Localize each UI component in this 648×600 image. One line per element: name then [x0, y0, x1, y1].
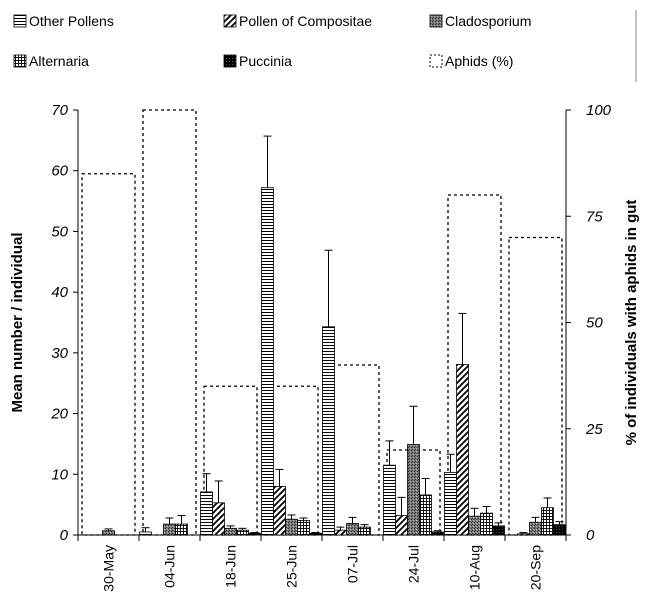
bar-pollen-of-compositae-10-aug [456, 363, 469, 536]
bar-cladosporium-20-sep [529, 521, 542, 536]
bar-other-pollens-10-aug [444, 472, 457, 536]
bar-alternaria-18-jun [236, 529, 249, 536]
bar-cladosporium-24-jul [407, 444, 420, 536]
bar-alternaria-20-sep [541, 507, 554, 536]
x-tick-label: 04-Jun [162, 545, 178, 588]
bar-puccinia-25-jun [309, 532, 322, 536]
bar-other-pollens-07-jul [322, 326, 335, 536]
bar-alternaria-24-jul [419, 494, 432, 536]
legend-label-alternaria: Alternaria [29, 53, 89, 69]
y-tick-label: 30 [51, 345, 68, 362]
bar-alternaria-04-jun [175, 523, 188, 536]
bar-pollen-of-compositae-25-jun [273, 486, 286, 536]
x-tick-label: 20-Sep [528, 545, 544, 590]
legend-label-aphids: Aphids (%) [445, 53, 513, 69]
x-tick-label: 24-Jul [406, 545, 422, 583]
y2-tick-label: 0 [586, 527, 595, 544]
x-tick-label: 30-May [101, 545, 117, 592]
legend-label-pollen-of-compositae: Pollen of Compositae [239, 13, 372, 29]
bar-other-pollens-04-jun [139, 531, 152, 536]
y-tick-label: 0 [60, 527, 69, 544]
legend-label-other-pollens: Other Pollens [29, 13, 114, 29]
legend-swatch-other-pollens [13, 14, 27, 28]
bar-other-pollens-24-jul [383, 464, 396, 536]
bars [81, 109, 566, 536]
bar-other-pollens-25-jun [261, 187, 274, 536]
x-tick-label: 25-Jun [284, 545, 300, 588]
bar-pollen-of-compositae-24-jul [395, 515, 408, 536]
y-tick-label: 20 [50, 406, 68, 423]
bar-alternaria-25-jun [297, 520, 310, 536]
bar-aphids-04-jun [142, 109, 197, 536]
bar-aphids-20-sep [508, 236, 563, 536]
bar-cladosporium-07-jul [346, 523, 359, 536]
bar-other-pollens-18-jun [200, 491, 213, 536]
bar-alternaria-10-aug [480, 512, 493, 536]
bar-puccinia-24-jul [431, 531, 444, 536]
x-tick-label: 18-Jun [223, 545, 239, 588]
x-tick-label: 07-Jul [345, 545, 361, 583]
legend: Other Pollens Pollen of Compositae Cladosp… [13, 10, 637, 82]
y2-tick-label: 50 [586, 315, 603, 332]
bar-cladosporium-30-may [102, 530, 115, 536]
y-tick-label: 40 [51, 284, 68, 301]
x-tick-label: 10-Aug [467, 545, 483, 590]
bar-alternaria-07-jul [358, 526, 371, 536]
legend-label-cladosporium: Cladosporium [445, 13, 531, 29]
y2-axis-title: % of individuals with aphids in gut [623, 200, 640, 446]
legend-label-puccinia: Puccinia [239, 53, 292, 69]
bar-puccinia-18-jun [248, 532, 261, 536]
y-tick-label: 50 [51, 223, 68, 240]
bar-aphids-30-may [81, 173, 136, 536]
bar-cladosporium-10-aug [468, 515, 481, 536]
bar-cladosporium-25-jun [285, 518, 298, 536]
y-tick-label: 70 [51, 102, 68, 119]
y2-tick-label: 25 [585, 421, 603, 438]
y2-tick-label: 100 [586, 102, 612, 119]
y2-tick-label: 75 [586, 208, 603, 225]
legend-swatch-puccinia [223, 54, 237, 68]
legend-swatch-aphids [429, 54, 443, 68]
legend-swatch-alternaria [13, 54, 27, 68]
y-axis-title: Mean number / individual [9, 232, 26, 412]
legend-swatch-pollen-of-compositae [223, 14, 237, 28]
bar-puccinia-10-aug [492, 525, 505, 536]
y-tick-label: 60 [51, 163, 68, 180]
bar-puccinia-20-sep [553, 524, 566, 536]
bar-pollen-of-compositae-07-jul [334, 529, 347, 536]
bar-pollen-of-compositae-20-sep [517, 533, 530, 536]
bar-aphids-10-aug [447, 194, 502, 536]
axes: 0 10 20 30 40 50 60 70 0 25 50 75 100 30-May 04-Jun 18-… [50, 102, 611, 592]
y-tick-label: 10 [51, 466, 68, 483]
legend-swatch-cladosporium [429, 14, 443, 28]
bar-pollen-of-compositae-18-jun [212, 502, 225, 536]
bar-cladosporium-18-jun [224, 527, 237, 536]
bar-cladosporium-04-jun [163, 523, 176, 536]
